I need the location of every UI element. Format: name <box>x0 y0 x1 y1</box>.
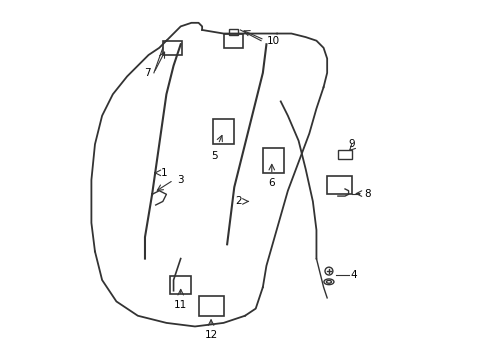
Text: 9: 9 <box>349 139 355 149</box>
Text: 6: 6 <box>269 178 275 188</box>
Bar <box>223 34 243 48</box>
Text: 11: 11 <box>174 300 187 310</box>
Text: 10: 10 <box>267 36 280 46</box>
Text: 7: 7 <box>144 68 150 78</box>
Bar <box>327 176 352 194</box>
Text: 8: 8 <box>365 189 371 199</box>
Bar <box>170 276 192 294</box>
Text: 4: 4 <box>350 270 357 280</box>
Text: 12: 12 <box>204 330 218 340</box>
Text: 1: 1 <box>161 168 168 178</box>
Bar <box>263 148 284 173</box>
Text: 5: 5 <box>211 152 218 161</box>
Bar <box>229 29 238 35</box>
Bar <box>198 296 223 316</box>
Bar <box>163 41 182 55</box>
Text: 3: 3 <box>177 175 184 185</box>
Bar <box>213 119 234 144</box>
Text: 2: 2 <box>235 197 242 206</box>
Bar <box>338 150 352 158</box>
